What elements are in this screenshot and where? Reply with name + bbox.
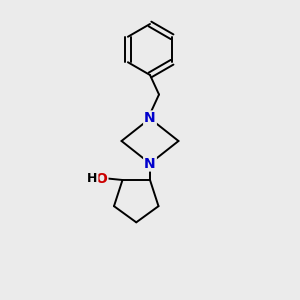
Text: N: N <box>144 112 156 125</box>
Text: O: O <box>96 172 107 185</box>
Text: H: H <box>87 172 98 185</box>
Text: N: N <box>144 157 156 170</box>
